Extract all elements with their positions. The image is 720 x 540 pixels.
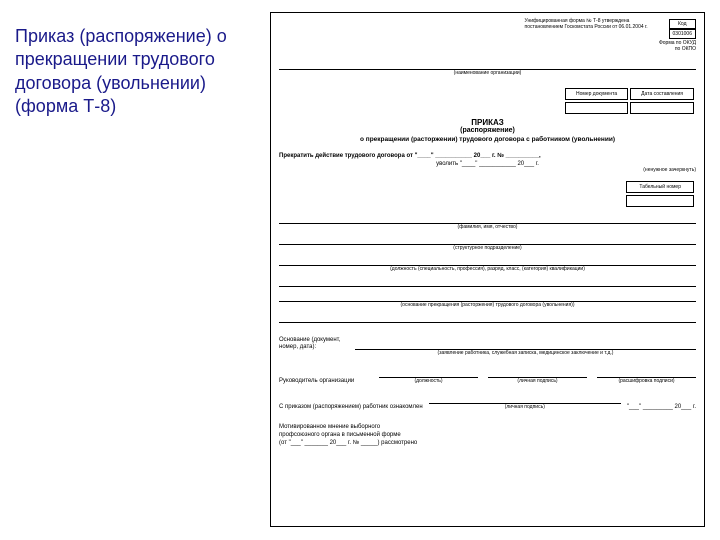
terminate-line: Прекратить действие трудового договора о… [279,153,696,159]
form-approval-note: Унифицированная форма № Т-8 утверждена п… [525,19,665,39]
manager-sign-line [488,370,587,378]
doc-subtitle2: о прекращении (расторжении) трудового до… [279,136,696,143]
tab-number-header: Табельный номер [626,181,694,193]
position-line [279,257,696,266]
org-name-line [279,60,696,70]
reason-sub: (основание прекращения (расторжения) тру… [279,302,696,308]
fio-line [279,215,696,224]
reason-line3 [279,314,696,323]
basis-sub: (заявление работника, служебная записка,… [355,350,696,356]
acquaint-sign-sub: (личная подпись) [429,404,621,410]
acquaint-sign-line [429,396,621,404]
fio-sub: (фамилия, имя, отчество) [279,224,696,230]
manager-sign-sub: (личная подпись) [488,378,587,384]
doc-title: ПРИКАЗ [279,118,696,127]
form-document: Унифицированная форма № Т-8 утверждена п… [270,12,705,527]
okpo-label: по ОКПО [675,46,696,52]
doc-date-header: Дата составления [630,88,694,100]
cross-out-note: (ненужное зачеркнуть) [279,167,696,173]
basis-line [355,342,696,350]
acquaint-label: С приказом (распоряжением) работник озна… [279,404,423,410]
tab-number-table: Табельный номер [624,179,696,209]
reason-line1 [279,278,696,287]
code-box: Код 0301006 [669,19,696,39]
doc-number-date-table: Номер документа Дата составления [563,86,696,116]
manager-position-line [379,370,478,378]
doc-number-header: Номер документа [565,88,628,100]
code-value: 0301006 [669,29,696,39]
manager-decrypt-line [597,370,696,378]
reason-line2 [279,293,696,302]
motivated-opinion: Мотивированное мнение выборного профсоюз… [279,424,696,447]
manager-decrypt-sub: (расшифровка подписи) [597,378,696,384]
slide-title: Приказ (распоряжение) о прекращении труд… [15,25,260,119]
manager-position-sub: (должность) [379,378,478,384]
code-label: Код [669,19,696,29]
basis-label: Основание (документ, номер, дата): [279,337,349,350]
position-sub: (должность (специальность, профессия), р… [279,266,696,272]
manager-label: Руководитель организации [279,378,369,384]
dept-line [279,236,696,245]
acquaint-date: "___" _________ 20___ г. [627,404,696,410]
dept-sub: (структурное подразделение) [279,245,696,251]
doc-subtitle1: (распоряжение) [279,127,696,134]
org-name-sub: (наименование организации) [279,70,696,76]
